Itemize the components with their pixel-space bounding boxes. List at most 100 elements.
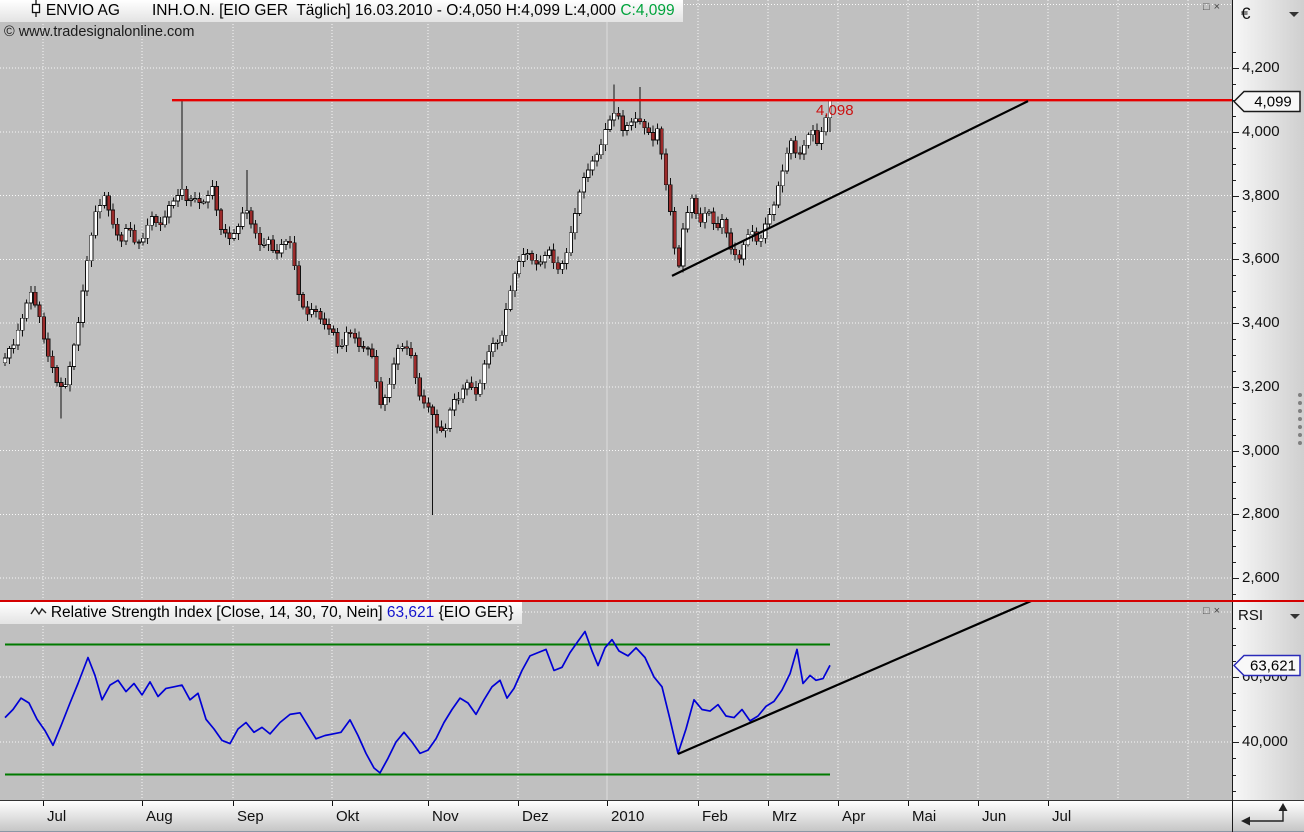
candle-up bbox=[780, 170, 785, 187]
candle-down bbox=[620, 115, 625, 132]
candle-up bbox=[629, 121, 634, 126]
price-axis-label: 3,600 bbox=[1242, 250, 1280, 268]
candle-down bbox=[408, 347, 414, 357]
candle-down bbox=[374, 356, 379, 383]
time-axis-tick bbox=[142, 801, 143, 806]
candle-down bbox=[257, 232, 262, 246]
candle-down bbox=[426, 402, 431, 408]
currency-label: € bbox=[1241, 4, 1251, 23]
candle-up bbox=[819, 131, 824, 145]
axis-tick bbox=[1233, 644, 1236, 646]
candle-up bbox=[689, 197, 694, 213]
last-price-tag[interactable]: 4,099 bbox=[1233, 90, 1303, 113]
candle-down bbox=[676, 247, 682, 267]
candle-up bbox=[504, 309, 509, 336]
candle-down bbox=[270, 239, 275, 251]
candle-up bbox=[240, 212, 245, 227]
rsi-panel-buttons: □ × bbox=[1203, 605, 1221, 617]
close-quote: C:4,099 bbox=[620, 2, 675, 19]
candle-up bbox=[486, 351, 491, 365]
time-axis-month-label: Aug bbox=[146, 808, 173, 825]
candle-up bbox=[396, 348, 401, 365]
maximize-icon[interactable]: □ bbox=[1203, 605, 1210, 617]
candle-up bbox=[266, 239, 271, 245]
time-axis-month-label: Feb bbox=[702, 808, 728, 825]
candle-down bbox=[41, 316, 46, 340]
candle-down bbox=[616, 112, 621, 117]
candle-up bbox=[447, 409, 453, 429]
time-axis-month-label: Jun bbox=[982, 808, 1007, 825]
axis-tick bbox=[1233, 291, 1236, 293]
price-axis[interactable]: € RSI 4,200 4,000 3,800 3,600 3,400 3,200 3,00… bbox=[1232, 0, 1304, 800]
candle-up bbox=[607, 119, 612, 130]
axis-tick bbox=[1233, 323, 1239, 324]
maximize-icon[interactable]: □ bbox=[1203, 1, 1210, 13]
candle-up bbox=[823, 117, 828, 133]
panel-separator[interactable] bbox=[0, 600, 1304, 602]
candle-up bbox=[236, 225, 241, 234]
rsi-title-text: Relative Strength Index [Close, 14, 30, … bbox=[50, 604, 387, 621]
rsi-axis-tick-label: 40,000 bbox=[1242, 733, 1288, 750]
candle-up bbox=[741, 244, 746, 260]
candle-down bbox=[128, 228, 133, 231]
candle-up bbox=[205, 195, 211, 203]
candle-down bbox=[529, 253, 535, 261]
candle-down bbox=[551, 249, 556, 264]
candle-up bbox=[67, 366, 72, 386]
candle-down bbox=[361, 345, 366, 349]
axis-tick bbox=[1233, 725, 1236, 727]
candle-up bbox=[262, 243, 267, 246]
candle-up bbox=[568, 232, 574, 254]
axis-tick bbox=[1233, 693, 1236, 695]
candle-up bbox=[443, 427, 448, 432]
time-axis-tick bbox=[978, 801, 979, 806]
candle-down bbox=[642, 121, 647, 129]
time-axis[interactable]: Jul Aug Sep Okt Nov Dez 2010 Feb Mrz Apr Mai Jun Jul bbox=[0, 800, 1304, 832]
price-chart-canvas[interactable] bbox=[0, 0, 1232, 601]
currency-dropdown-arrow[interactable] bbox=[1289, 12, 1299, 17]
rsi-chart-canvas[interactable] bbox=[0, 602, 1232, 800]
candle-down bbox=[534, 259, 539, 265]
candle-down bbox=[473, 387, 478, 395]
time-axis-month-label: Mai bbox=[912, 808, 937, 825]
candle-up bbox=[771, 204, 777, 215]
candle-up bbox=[702, 212, 707, 223]
candle-down bbox=[253, 223, 258, 234]
rsi-trendline[interactable] bbox=[677, 602, 1032, 756]
rsi-dropdown-arrow[interactable] bbox=[1290, 614, 1300, 619]
close-icon[interactable]: × bbox=[1213, 605, 1221, 617]
candle-up bbox=[452, 398, 457, 411]
candle-down bbox=[815, 129, 820, 145]
candle-down bbox=[50, 355, 55, 368]
candle-down bbox=[711, 211, 716, 224]
rsi-value-tag[interactable]: 63,621 bbox=[1233, 654, 1303, 677]
axis-tick bbox=[1233, 275, 1236, 277]
time-axis-month-label: Jul bbox=[47, 808, 67, 825]
axis-tick bbox=[1233, 418, 1236, 420]
candle-down bbox=[249, 210, 254, 225]
splitter-handle[interactable] bbox=[1298, 393, 1304, 445]
candle-down bbox=[197, 198, 202, 203]
candle-down bbox=[46, 338, 51, 357]
candle-up bbox=[560, 263, 565, 270]
time-axis-tick bbox=[233, 801, 234, 806]
candle-up bbox=[499, 334, 504, 343]
candle-up bbox=[162, 216, 167, 226]
price-axis-label: 4,200 bbox=[1242, 59, 1280, 76]
rsi-title-symbol: {EIO GER} bbox=[434, 604, 514, 621]
time-axis-tick bbox=[698, 801, 699, 806]
candle-down bbox=[132, 229, 137, 243]
candle-down bbox=[59, 381, 64, 387]
reset-view-arrow-icon[interactable] bbox=[1233, 800, 1303, 830]
time-axis-tick bbox=[768, 801, 769, 806]
candle-up bbox=[201, 201, 206, 204]
close-icon[interactable]: × bbox=[1213, 1, 1221, 13]
candle-up bbox=[11, 344, 16, 349]
candle-up bbox=[685, 212, 690, 230]
time-axis-month-label: Mrz bbox=[772, 808, 797, 825]
axis-tick bbox=[1233, 774, 1236, 776]
axis-tick bbox=[1233, 211, 1236, 213]
time-axis-tick bbox=[607, 801, 608, 806]
price-trendline[interactable] bbox=[671, 100, 1029, 277]
axis-tick bbox=[1233, 660, 1236, 662]
